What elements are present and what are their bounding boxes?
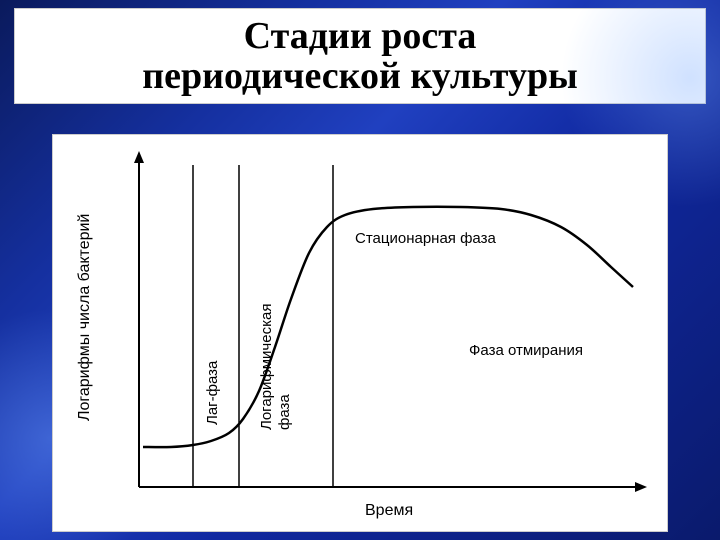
y-axis-label: Логарифмы числа бактерий	[76, 214, 93, 421]
x-axis-label: Время	[365, 502, 413, 519]
page-title: Стадии роста периодической культуры	[14, 8, 706, 104]
chart-panel: Лаг-фаза Логарифмическаяфаза Стационарная …	[52, 134, 668, 532]
growth-curve-chart: Лаг-фаза Логарифмическаяфаза Стационарная …	[53, 135, 669, 533]
phase-label: Логарифмическая	[258, 304, 275, 430]
title-line-2: периодической культуры	[23, 57, 697, 97]
title-line-1: Стадии роста	[23, 17, 697, 57]
phase-label: Лаг-фаза	[204, 360, 221, 425]
phase-label: Стационарная фаза	[355, 230, 496, 247]
phase-label: фаза	[276, 394, 293, 430]
phase-label: Фаза отмирания	[469, 342, 583, 359]
